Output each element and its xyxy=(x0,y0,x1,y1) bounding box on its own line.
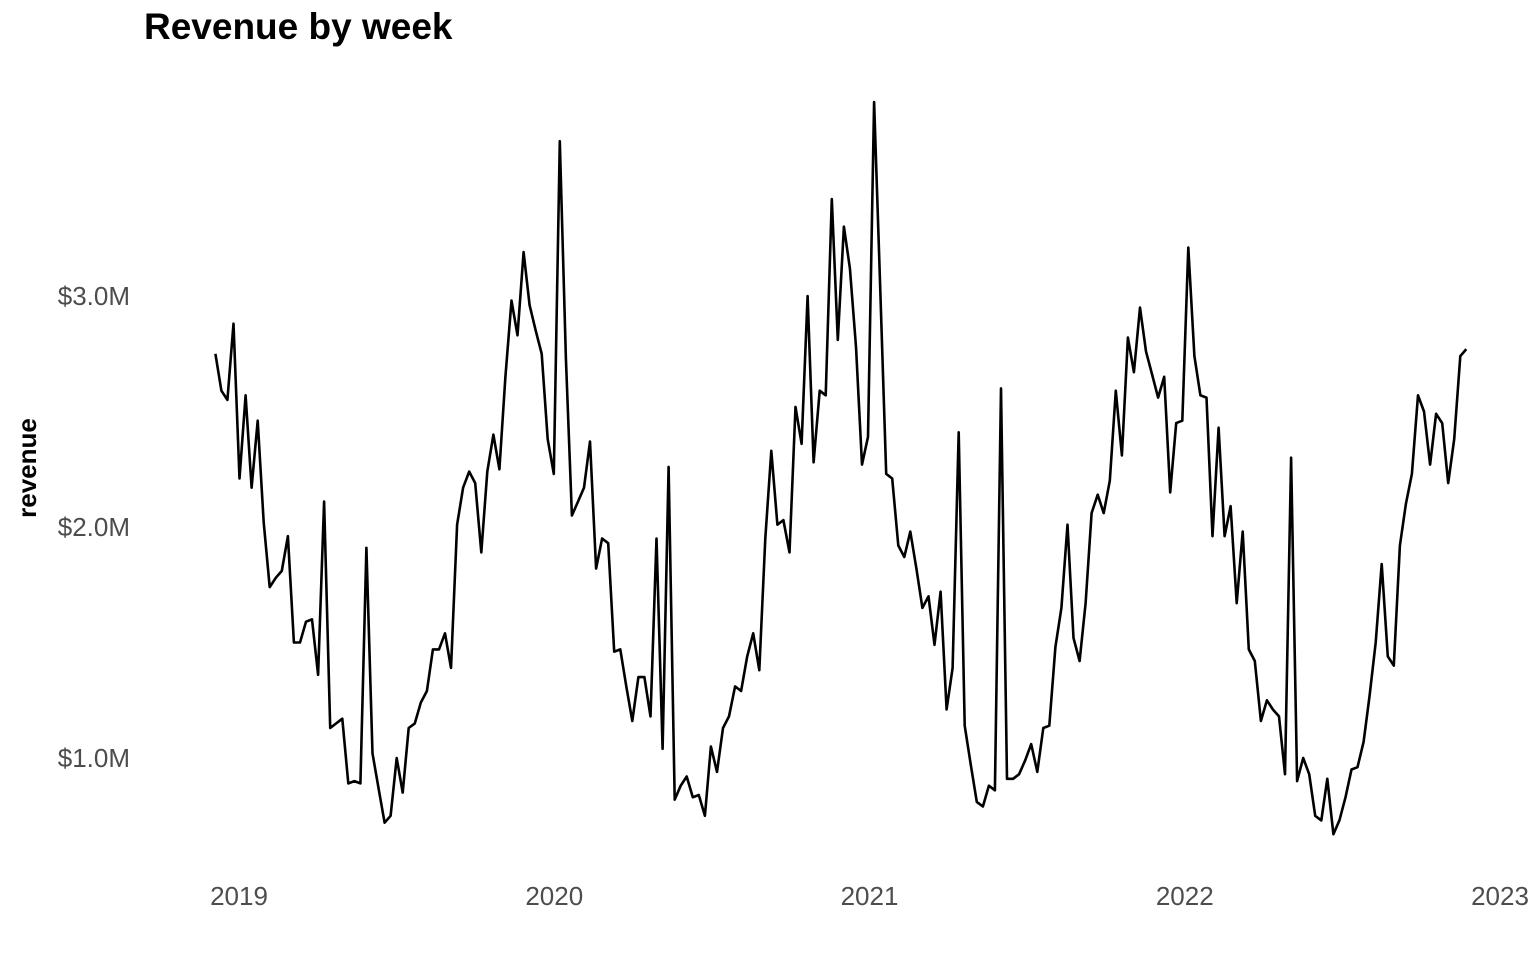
y-tick-label: $1.0M xyxy=(58,743,130,773)
x-axis-ticks: 2019 2020 2021 2022 2023 xyxy=(210,881,1529,911)
x-tick-label: 2023 xyxy=(1471,881,1529,911)
y-tick-label: $2.0M xyxy=(58,512,130,542)
y-axis-title: revenue xyxy=(12,418,42,518)
x-tick-label: 2019 xyxy=(210,881,268,911)
chart-title: Revenue by week xyxy=(144,6,453,47)
series-group xyxy=(214,100,1468,836)
x-tick-label: 2020 xyxy=(525,881,583,911)
y-axis-ticks: $1.0M $2.0M $3.0M xyxy=(58,281,130,773)
x-tick-label: 2022 xyxy=(1156,881,1214,911)
series-line xyxy=(214,100,1468,836)
y-tick-label: $3.0M xyxy=(58,281,130,311)
x-tick-label: 2021 xyxy=(841,881,899,911)
